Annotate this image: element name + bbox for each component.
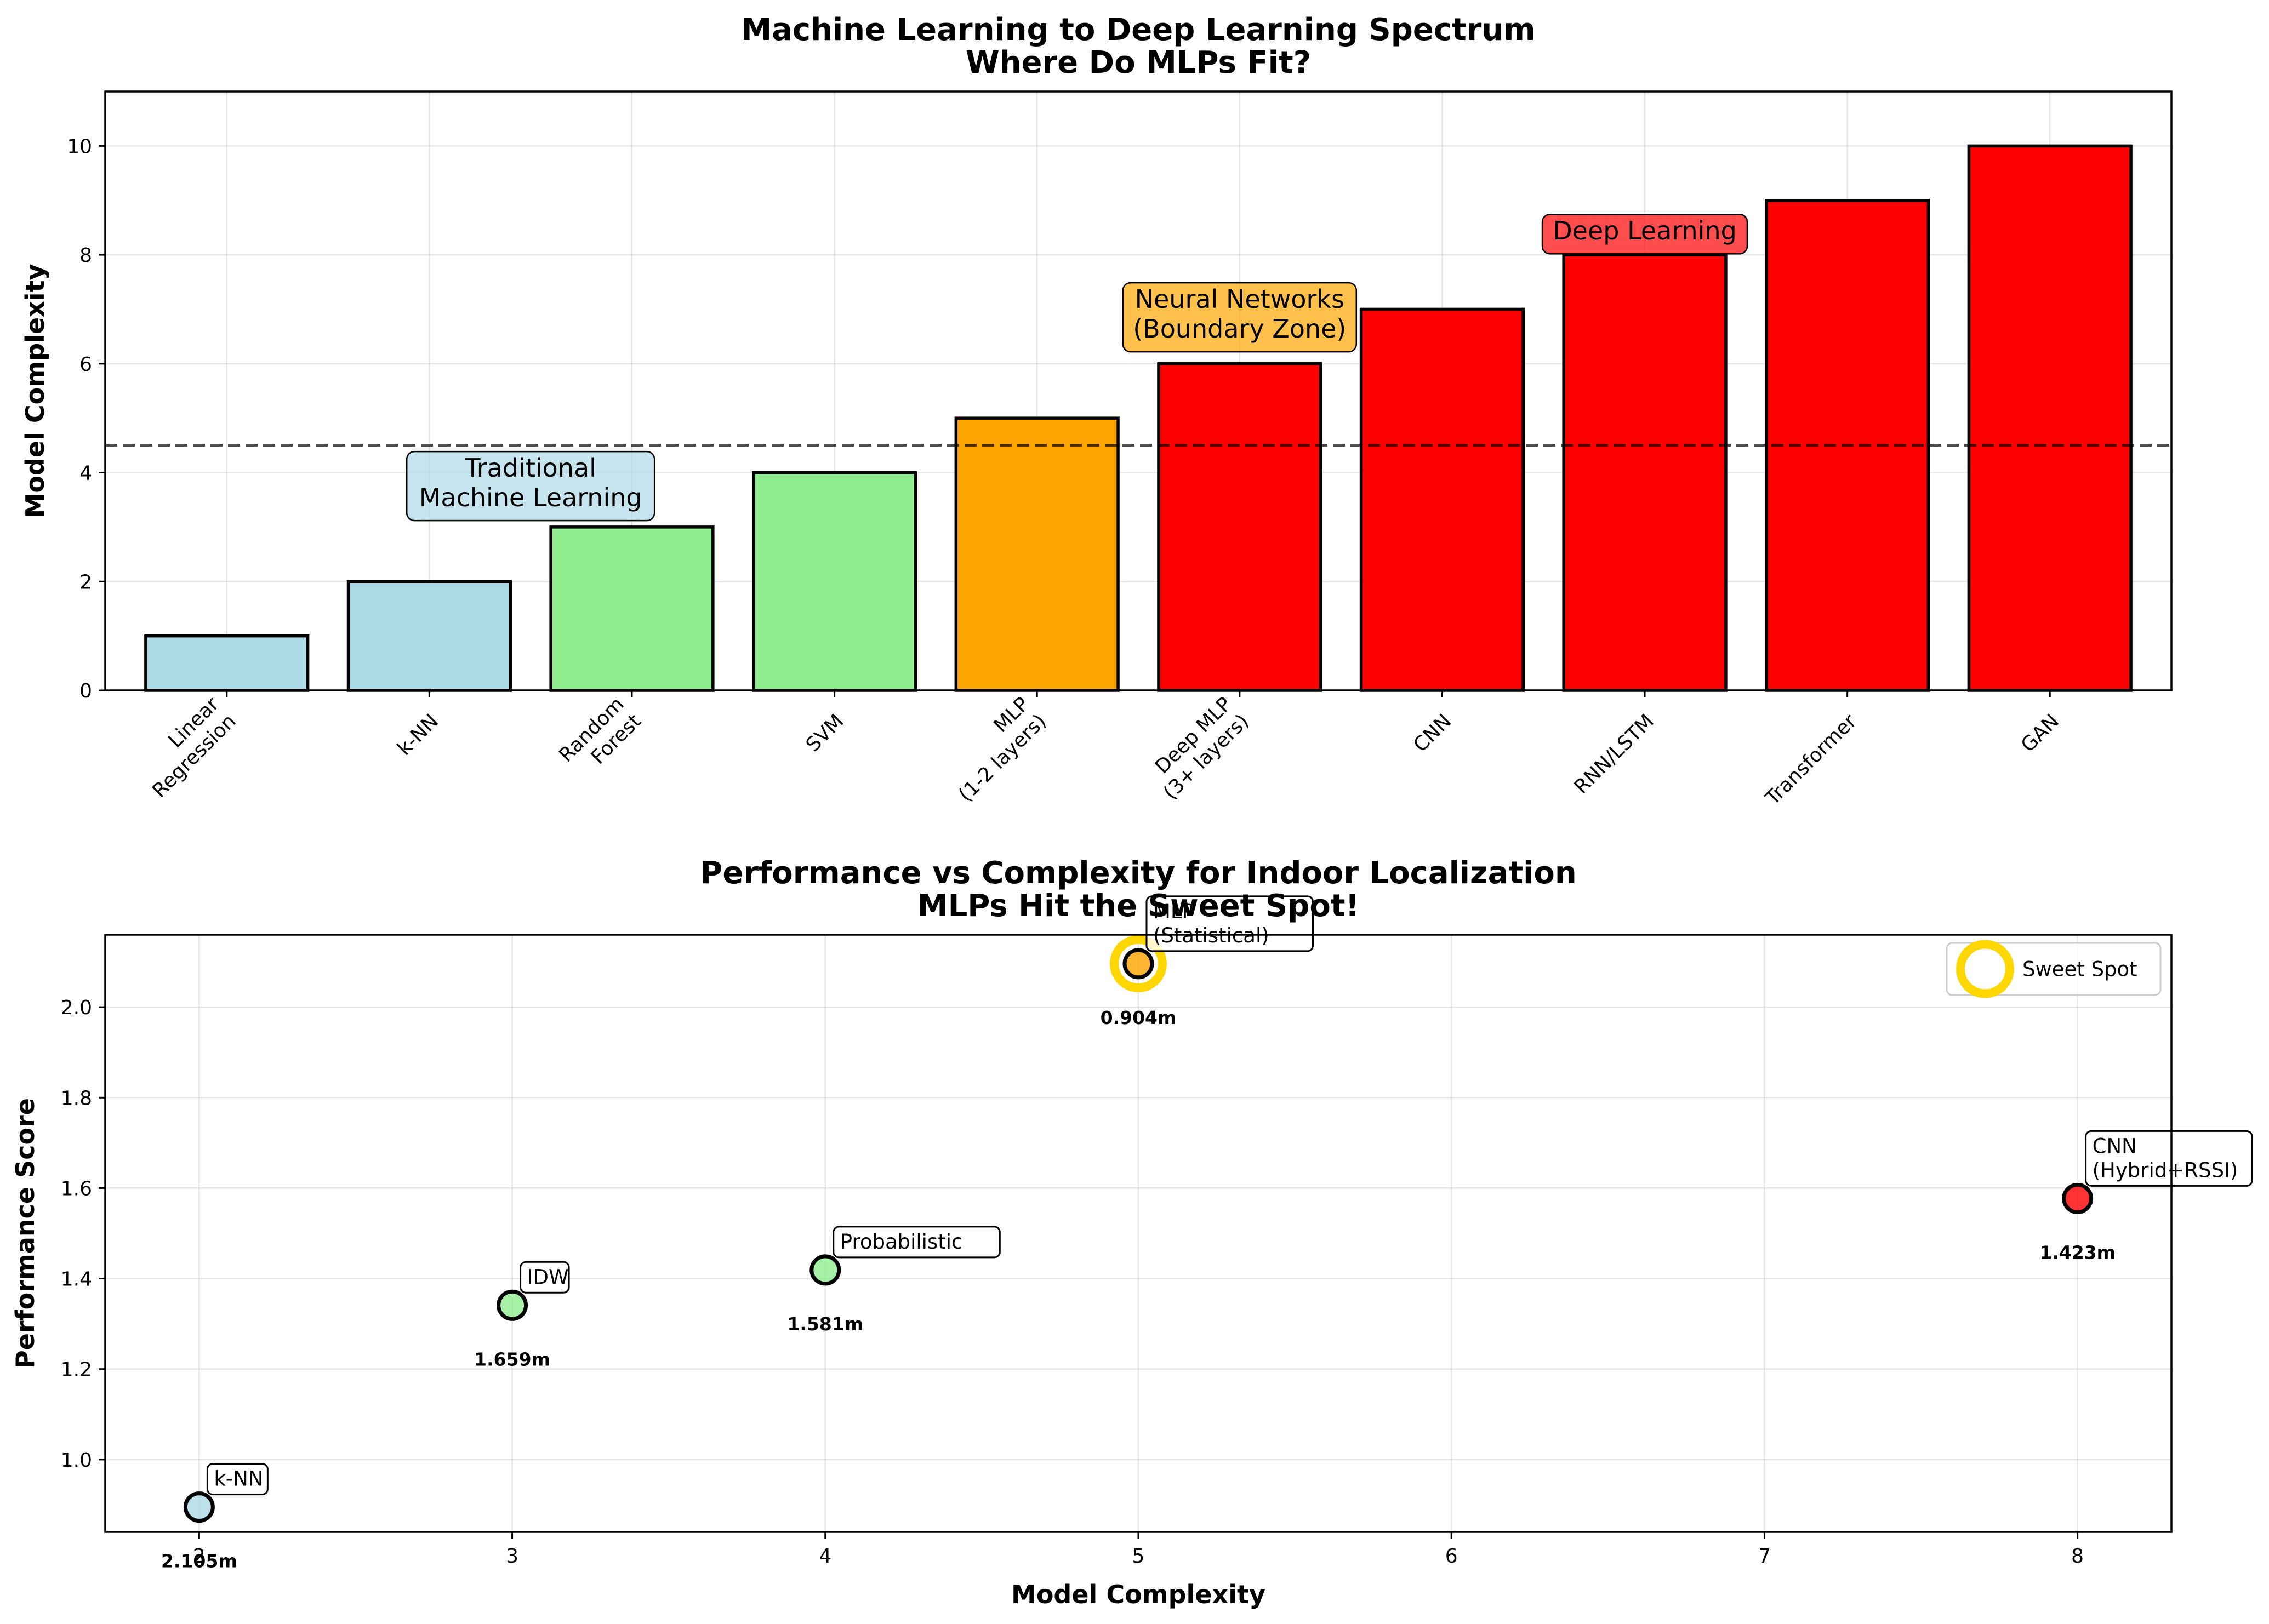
point-label-box-4 — [2085, 1130, 2253, 1187]
scatter-point-2 — [809, 1254, 841, 1286]
bar-0 — [144, 634, 310, 692]
scatter-point-0 — [183, 1491, 215, 1523]
zone-annotation-label-0: Traditional Machine Learning — [419, 453, 642, 512]
legend-entry-label: Sweet Spot — [2022, 958, 2137, 981]
scatter-point-3 — [1122, 948, 1154, 980]
scatter-x-tick-label: 2 — [193, 1545, 206, 1568]
scatter-x-axis-label: Model Complexity — [1011, 1580, 1265, 1609]
bar-5 — [1157, 362, 1322, 692]
point-label-box-2 — [833, 1226, 1001, 1259]
point-error-label-0: 2.105m — [161, 1551, 237, 1572]
scatter-x-tick-label: 8 — [2071, 1545, 2084, 1568]
point-label-box-3 — [1145, 895, 1314, 952]
point-error-label-3: 0.904m — [1101, 1007, 1177, 1028]
scatter-point-4 — [2062, 1182, 2094, 1214]
zone-annotation-label-2: Deep Learning — [1553, 216, 1737, 245]
zone-annotation-box-1 — [1122, 282, 1358, 353]
scatter-y-tick-label: 1.4 — [61, 1268, 92, 1291]
scatter-title: Performance vs Complexity for Indoor Loc… — [700, 855, 1576, 924]
scatter-y-tick-label: 2.0 — [61, 997, 92, 1019]
sweet-spot-ring — [1110, 935, 1167, 992]
bar-chart-y-tick-label: 6 — [79, 353, 92, 376]
point-label-2: Probabilistic — [840, 1230, 963, 1254]
bar-7 — [1562, 253, 1728, 692]
point-label-4: CNN (Hybrid+RSSI) — [2093, 1134, 2238, 1182]
scatter-x-tick-label: 3 — [506, 1545, 518, 1568]
scatter-x-tick-label: 4 — [819, 1545, 831, 1568]
scatter-x-tick-label: 5 — [1132, 1545, 1145, 1568]
bar-chart-y-tick-label: 8 — [79, 244, 92, 267]
scatter-x-tick-label: 7 — [1758, 1545, 1771, 1568]
bar-4 — [954, 416, 1120, 692]
scatter-y-axis-label: Performance Score — [10, 1098, 40, 1369]
point-error-label-1: 1.659m — [474, 1348, 550, 1370]
scatter-point-1 — [497, 1289, 528, 1321]
performance-scatter-chart: k-NN2.105mIDW1.659mProbabilistic1.581mML… — [10, 855, 2253, 1609]
bar-2 — [549, 525, 715, 692]
bar-chart-y-tick-label: 10 — [67, 135, 92, 158]
scatter-y-tick-label: 1.2 — [61, 1359, 92, 1381]
bar-chart-y-tick-label: 4 — [79, 462, 92, 485]
scatter-y-tick-label: 1.0 — [61, 1449, 92, 1472]
bar-9 — [1967, 144, 2133, 692]
legend-sweet-spot-marker — [1956, 940, 2014, 998]
point-label-box-0 — [206, 1463, 269, 1496]
point-error-label-2: 1.581m — [787, 1313, 863, 1335]
bar-chart-title: Machine Learning to Deep Learning Spectr… — [741, 12, 1535, 81]
point-label-0: k-NN — [214, 1467, 263, 1491]
bar-1 — [346, 580, 512, 692]
bar-chart-y-axis-label: Model Complexity — [20, 264, 50, 518]
bar-chart-frame — [104, 90, 2173, 691]
zone-annotation-box-2 — [1541, 213, 1748, 255]
zone-annotation-box-0 — [406, 450, 655, 522]
bar-chart-y-tick-label: 2 — [79, 571, 92, 593]
zone-annotation-label-1: Neural Networks (Boundary Zone) — [1133, 284, 1346, 344]
point-label-box-1 — [520, 1261, 570, 1294]
scatter-y-tick-label: 1.8 — [61, 1087, 92, 1110]
scatter-x-tick-label: 6 — [1445, 1545, 1458, 1568]
point-label-1: IDW — [527, 1265, 569, 1289]
bar-3 — [751, 471, 917, 692]
scatter-y-tick-label: 1.6 — [61, 1177, 92, 1200]
bar-6 — [1359, 307, 1525, 692]
point-error-label-4: 1.423m — [2039, 1242, 2116, 1263]
bar-chart-y-tick-label: 0 — [79, 680, 92, 702]
